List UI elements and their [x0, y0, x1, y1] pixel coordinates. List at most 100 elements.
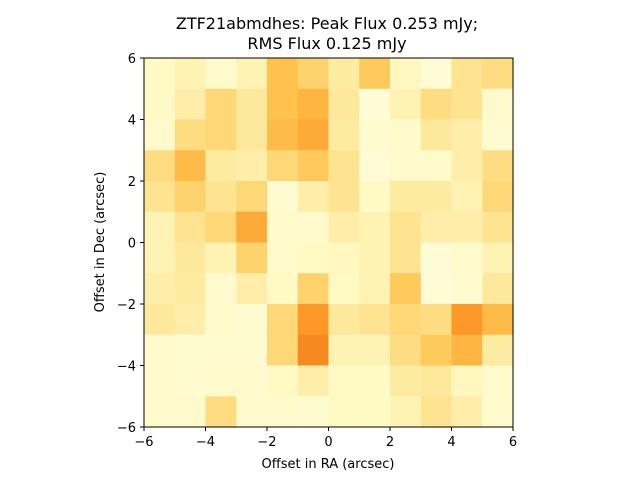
heatmap-cell [144, 58, 176, 90]
heatmap-cell [297, 334, 330, 367]
heatmap-cell [144, 181, 176, 213]
heatmap-cell [390, 88, 422, 121]
heatmap-cell [144, 273, 176, 305]
heatmap-cell [205, 242, 237, 274]
heatmap-cell [267, 150, 299, 182]
heatmap-cell [267, 211, 299, 244]
heatmap-cell [420, 88, 453, 121]
heatmap-cell [174, 304, 207, 336]
heatmap-cell [482, 304, 514, 336]
heatmap-cell [267, 365, 299, 397]
heatmap-cell [205, 334, 237, 367]
heatmap-cell [420, 304, 453, 336]
heatmap-cell [205, 150, 237, 182]
heatmap-cell [420, 58, 453, 90]
heatmap-cell [451, 150, 483, 182]
heatmap-cell [359, 334, 391, 367]
heatmap-cell [328, 365, 360, 397]
heatmap-cell [390, 396, 422, 428]
heatmap-cell [420, 211, 453, 244]
heatmap-cell [390, 365, 422, 397]
y-tick-label: −6 [117, 421, 136, 436]
heatmap-cell [390, 304, 422, 336]
heatmap-cell [420, 181, 453, 213]
heatmap-cell [390, 181, 422, 213]
heatmap-cell [236, 58, 268, 90]
chart-title-line1: ZTF21abmdhes: Peak Flux 0.253 mJy; [176, 14, 478, 33]
heatmap-cell [236, 334, 268, 367]
heatmap-cell [174, 88, 207, 121]
heatmap-cell [297, 365, 330, 397]
heatmap-cell [174, 150, 207, 182]
y-tick-label: 6 [128, 52, 136, 67]
heatmap-cell [359, 304, 391, 336]
heatmap-cell [359, 88, 391, 121]
heatmap-cell [267, 88, 299, 121]
heatmap-cell [482, 88, 514, 121]
heatmap-cell [297, 396, 330, 428]
heatmap-cell [451, 242, 483, 274]
heatmap-cell [267, 119, 299, 151]
x-tick-label: −4 [196, 435, 215, 450]
heatmap-cell [390, 150, 422, 182]
heatmap-cell [451, 211, 483, 244]
heatmap-cell [144, 150, 176, 182]
heatmap-cell [297, 181, 330, 213]
heatmap-cell [359, 396, 391, 428]
heatmap-cell [205, 119, 237, 151]
heatmap-cell [482, 365, 514, 397]
heatmap-cell [174, 242, 207, 274]
x-tick-label: −6 [134, 435, 153, 450]
heatmap-cell [236, 119, 268, 151]
heatmap-cell [297, 273, 330, 305]
heatmap-cell [420, 242, 453, 274]
heatmap-cell [267, 334, 299, 367]
heatmap-cell [205, 273, 237, 305]
heatmap-cell [144, 365, 176, 397]
heatmap-cell [328, 304, 360, 336]
heatmap-cell [359, 150, 391, 182]
x-tick-label: 0 [324, 435, 332, 450]
heatmap-cell [451, 365, 483, 397]
heatmap-cell [420, 334, 453, 367]
y-tick-label: 2 [128, 175, 136, 190]
heatmap-cell [267, 396, 299, 428]
heatmap-cell [451, 273, 483, 305]
heatmap-cell [390, 211, 422, 244]
y-axis-ticks: −6 −4 −2 0 2 4 6 [117, 52, 144, 436]
heatmap-cell [420, 150, 453, 182]
heatmap-cell [359, 181, 391, 213]
chart-title-line2: RMS Flux 0.125 mJy [247, 34, 406, 53]
heatmap-cell [174, 58, 207, 90]
heatmap-cell [205, 181, 237, 213]
heatmap-cell [144, 211, 176, 244]
heatmap-cell [451, 58, 483, 90]
heatmap-cell [297, 119, 330, 151]
heatmap-cell [236, 211, 268, 244]
heatmap-cell [328, 150, 360, 182]
heatmap-cell [451, 304, 483, 336]
heatmap-cell [144, 88, 176, 121]
heatmap-cells [144, 58, 514, 428]
x-tick-label: 4 [447, 435, 455, 450]
y-tick-label: −2 [117, 298, 136, 313]
heatmap-cell [297, 211, 330, 244]
x-axis-label: Offset in RA (arcsec) [262, 457, 395, 472]
heatmap-cell [359, 365, 391, 397]
heatmap-cell [482, 119, 514, 151]
heatmap-cell [205, 396, 237, 428]
heatmap-cell [482, 273, 514, 305]
heatmap-cell [144, 334, 176, 367]
heatmap-cell [482, 242, 514, 274]
heatmap-cell [390, 119, 422, 151]
heatmap-cell [420, 119, 453, 151]
heatmap-cell [267, 181, 299, 213]
heatmap-cell [236, 273, 268, 305]
heatmap-cell [328, 119, 360, 151]
heatmap-cell [236, 304, 268, 336]
heatmap-cell [297, 58, 330, 90]
heatmap-cell [359, 273, 391, 305]
heatmap-cell [420, 365, 453, 397]
y-tick-label: −4 [117, 360, 136, 375]
